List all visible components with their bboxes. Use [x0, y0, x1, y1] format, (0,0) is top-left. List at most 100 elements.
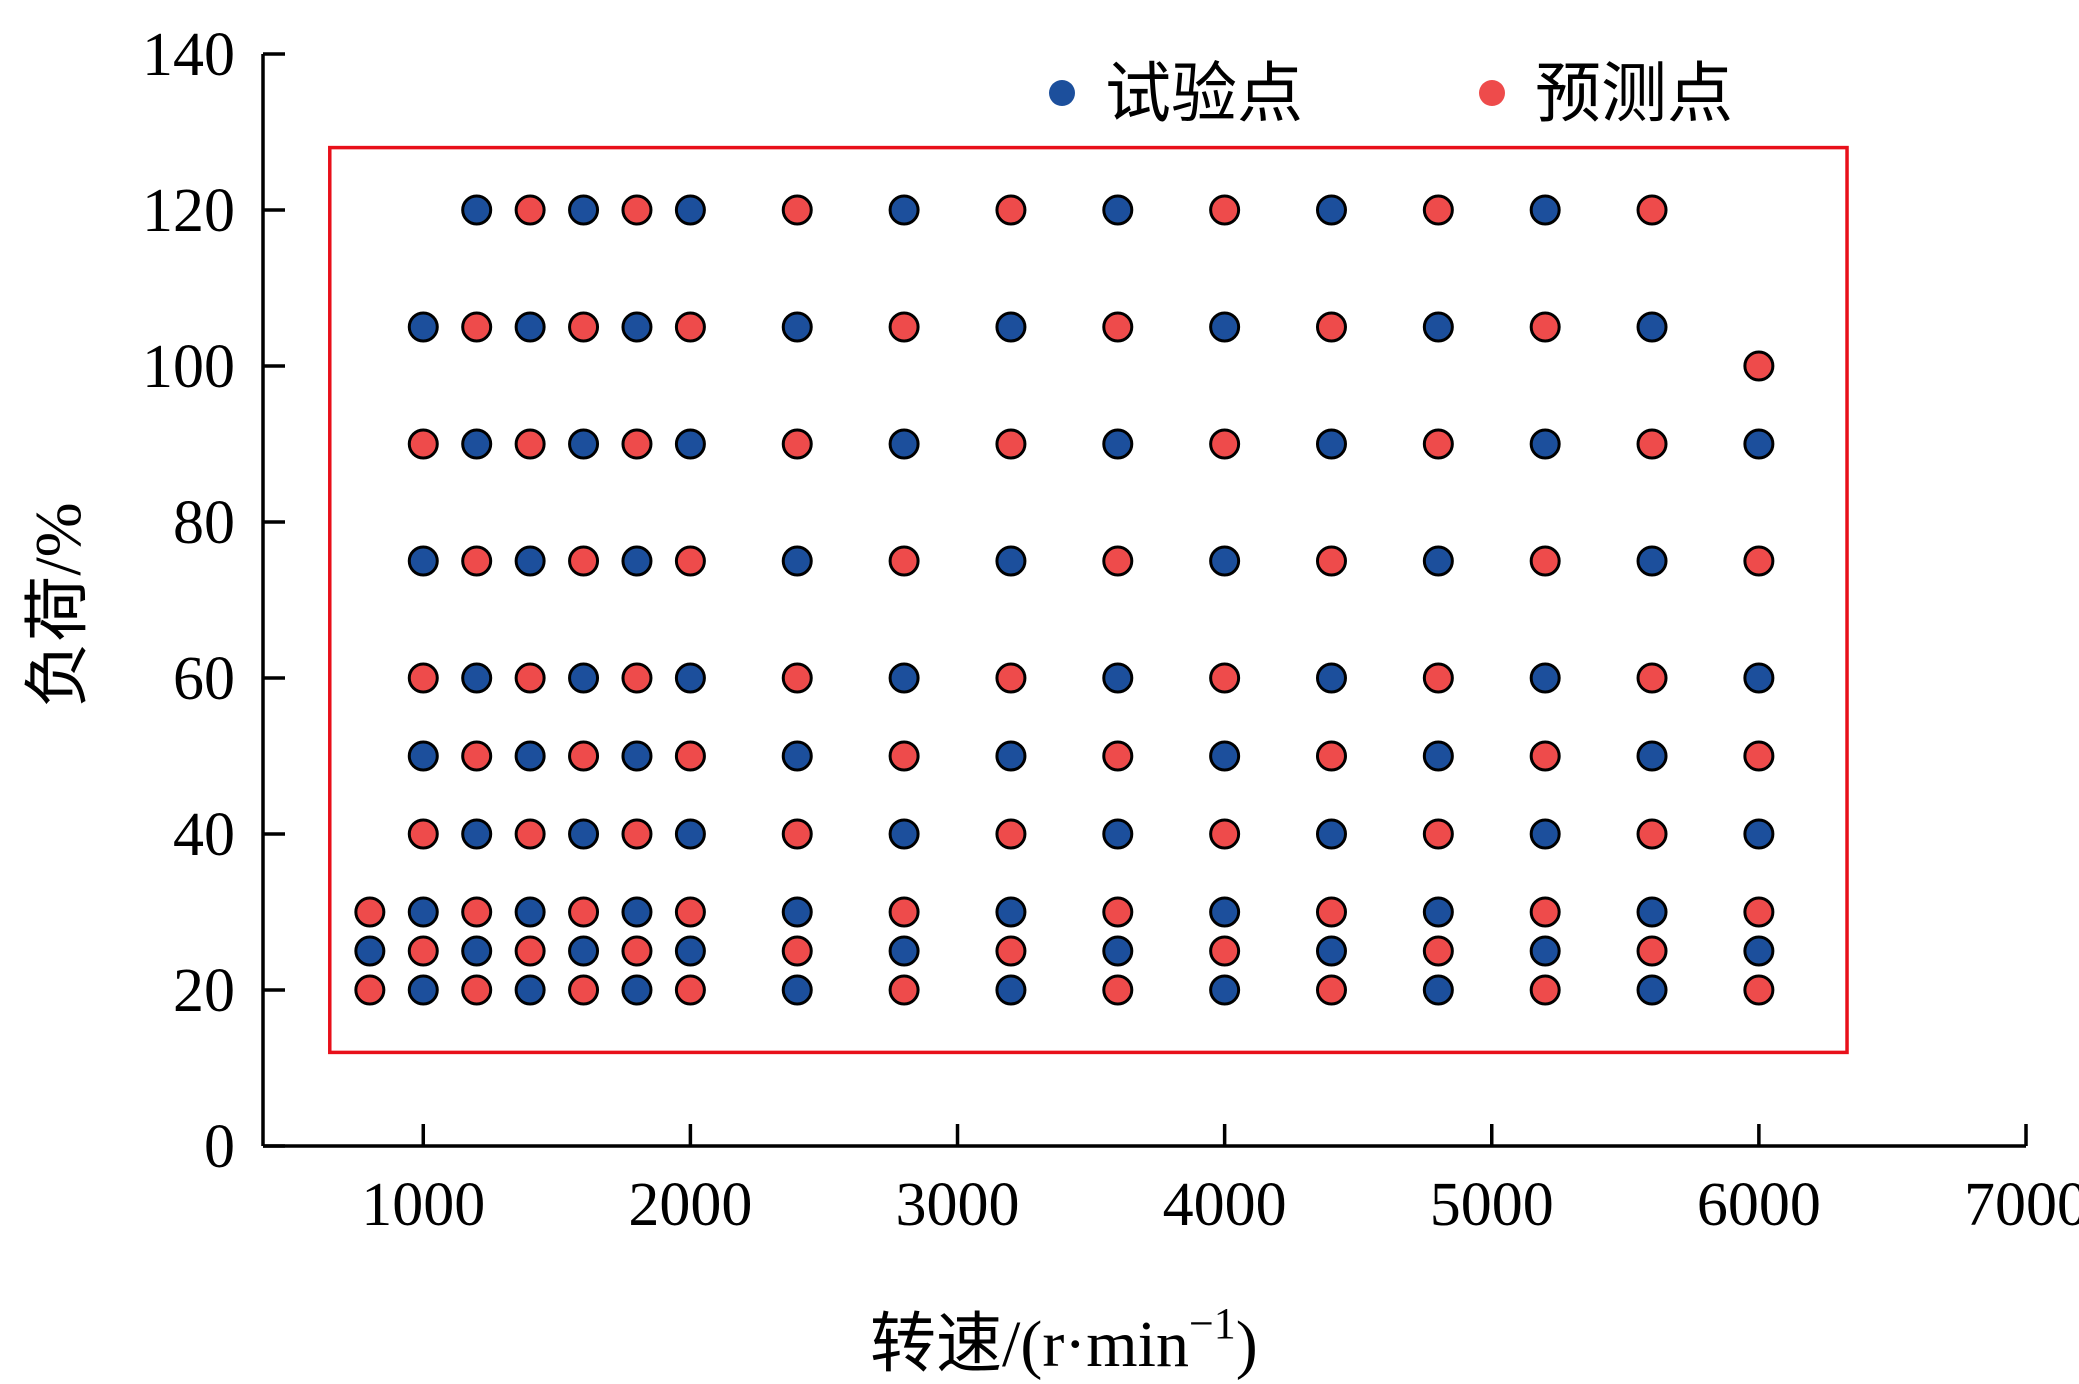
predict-point — [674, 311, 706, 343]
test-point — [514, 974, 546, 1006]
predict-point — [461, 545, 493, 577]
test-point — [995, 896, 1027, 928]
predict-point — [1529, 974, 1561, 1006]
test-point — [1743, 935, 1775, 967]
valid-region-box — [328, 145, 1849, 1055]
predict-point — [354, 974, 386, 1006]
test-point — [1315, 194, 1347, 226]
predict-point — [1209, 818, 1241, 850]
y-tick-label: 100 — [142, 333, 235, 401]
test-point — [514, 740, 546, 772]
predict-point — [1102, 896, 1134, 928]
test-point — [888, 194, 920, 226]
test-point — [674, 194, 706, 226]
test-point — [407, 311, 439, 343]
test-point — [1422, 896, 1454, 928]
predict-point — [1529, 740, 1561, 772]
test-point — [995, 974, 1027, 1006]
predict-point — [407, 662, 439, 694]
predict-point — [674, 545, 706, 577]
predict-point — [407, 818, 439, 850]
axes — [261, 54, 2026, 1148]
predict-point — [781, 662, 813, 694]
test-point — [888, 662, 920, 694]
test-point — [1102, 818, 1134, 850]
test-point — [407, 974, 439, 1006]
predict-point — [1209, 428, 1241, 460]
test-point — [621, 545, 653, 577]
predict-point — [1315, 311, 1347, 343]
predict-point — [888, 896, 920, 928]
predict-point — [1636, 818, 1668, 850]
test-point — [674, 428, 706, 460]
test-point — [621, 974, 653, 1006]
legend-label-test: 试验点 — [1105, 58, 1303, 131]
y-tick-label: 120 — [142, 177, 235, 245]
predict-point — [1315, 740, 1347, 772]
test-point — [1743, 662, 1775, 694]
test-point — [1422, 974, 1454, 1006]
predict-point — [781, 428, 813, 460]
test-point — [1102, 662, 1134, 694]
test-point — [407, 896, 439, 928]
test-point — [888, 935, 920, 967]
x-tick-label: 3000 — [896, 1171, 1020, 1239]
test-point — [1209, 311, 1241, 343]
predict-point — [1102, 545, 1134, 577]
test-point — [781, 974, 813, 1006]
y-tick-label: 80 — [173, 489, 235, 557]
test-point — [1636, 545, 1668, 577]
test-point — [1209, 740, 1241, 772]
predict-point — [1529, 896, 1561, 928]
predict-point — [1529, 311, 1561, 343]
test-point — [461, 194, 493, 226]
test-point — [781, 896, 813, 928]
x-tick-label: 7000 — [1964, 1171, 2079, 1239]
predict-point — [354, 896, 386, 928]
x-axis-label: 转速/(r·min−1) — [870, 1299, 1258, 1381]
x-tick-label: 1000 — [361, 1171, 485, 1239]
predict-point — [621, 935, 653, 967]
test-point — [461, 935, 493, 967]
predict-point — [1102, 740, 1134, 772]
test-point — [1209, 545, 1241, 577]
predict-point — [1315, 974, 1347, 1006]
predict-point — [621, 662, 653, 694]
predict-point — [461, 740, 493, 772]
test-point — [621, 896, 653, 928]
predict-point — [1636, 428, 1668, 460]
x-tick-label: 4000 — [1163, 1171, 1287, 1239]
test-point — [1636, 740, 1668, 772]
test-point — [1422, 545, 1454, 577]
test-point — [514, 545, 546, 577]
tick-group: 1000 2000 3000 4000 5000 6000 7000 0 20 40 60 80 100… — [142, 21, 2079, 1239]
test-point — [1315, 935, 1347, 967]
test-point — [1529, 428, 1561, 460]
test-point — [1209, 896, 1241, 928]
predict-point — [1315, 545, 1347, 577]
predict-point — [1743, 740, 1775, 772]
x-axis-label-sup: −1 — [1189, 1299, 1236, 1348]
test-point — [674, 818, 706, 850]
predict-point — [461, 974, 493, 1006]
predict-point — [995, 428, 1027, 460]
test-point — [514, 311, 546, 343]
test-point — [1315, 662, 1347, 694]
test-point — [461, 818, 493, 850]
predict-point — [514, 935, 546, 967]
test-point — [568, 935, 600, 967]
test-point — [1102, 935, 1134, 967]
predict-point — [514, 428, 546, 460]
test-point — [1209, 974, 1241, 1006]
y-tick-label: 40 — [173, 801, 235, 869]
test-point — [1422, 740, 1454, 772]
predict-point — [1743, 974, 1775, 1006]
x-tick-label: 5000 — [1430, 1171, 1554, 1239]
predict-point — [995, 818, 1027, 850]
y-tick-label: 0 — [204, 1113, 235, 1181]
predict-point — [1102, 974, 1134, 1006]
test-point — [674, 935, 706, 967]
predict-point — [1743, 350, 1775, 382]
y-tick-label: 140 — [142, 21, 235, 89]
